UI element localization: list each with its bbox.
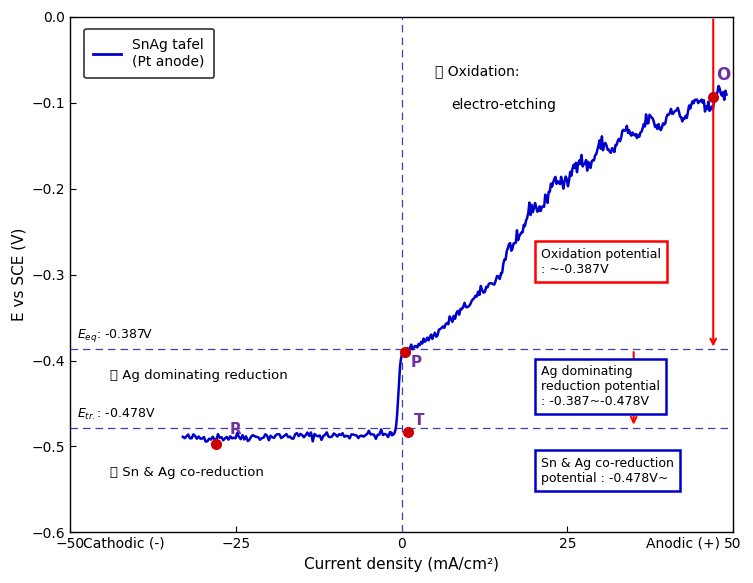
- Text: Ag dominating
reduction potential
: -0.387~-0.478V: Ag dominating reduction potential : -0.3…: [541, 365, 660, 408]
- Text: $E_{eq}$: -0.387V: $E_{eq}$: -0.387V: [77, 327, 153, 344]
- Text: Cathodic (-): Cathodic (-): [84, 537, 165, 551]
- Text: Sn & Ag co-reduction
potential : -0.478V~: Sn & Ag co-reduction potential : -0.478V…: [541, 456, 674, 484]
- Text: electro-etching: electro-etching: [451, 99, 556, 113]
- Y-axis label: E vs SCE (V): E vs SCE (V): [11, 228, 26, 321]
- Text: O: O: [717, 66, 731, 84]
- Text: ⒠ Oxidation:: ⒠ Oxidation:: [434, 64, 520, 78]
- Text: Oxidation potential
: ~-0.387V: Oxidation potential : ~-0.387V: [541, 248, 661, 276]
- Text: Anodic (+): Anodic (+): [646, 537, 720, 551]
- Text: T: T: [413, 413, 424, 427]
- Text: $E_{tr.}$: -0.478V: $E_{tr.}$: -0.478V: [77, 408, 155, 423]
- Text: R: R: [229, 422, 241, 437]
- Text: Ⓑ Ag dominating reduction: Ⓑ Ag dominating reduction: [110, 368, 288, 382]
- X-axis label: Current density (mA/cm²): Current density (mA/cm²): [304, 557, 499, 572]
- Text: Ⓒ Sn & Ag co-reduction: Ⓒ Sn & Ag co-reduction: [110, 466, 264, 479]
- Text: P: P: [410, 354, 422, 370]
- Legend: SnAg tafel
(Pt anode): SnAg tafel (Pt anode): [84, 29, 215, 78]
